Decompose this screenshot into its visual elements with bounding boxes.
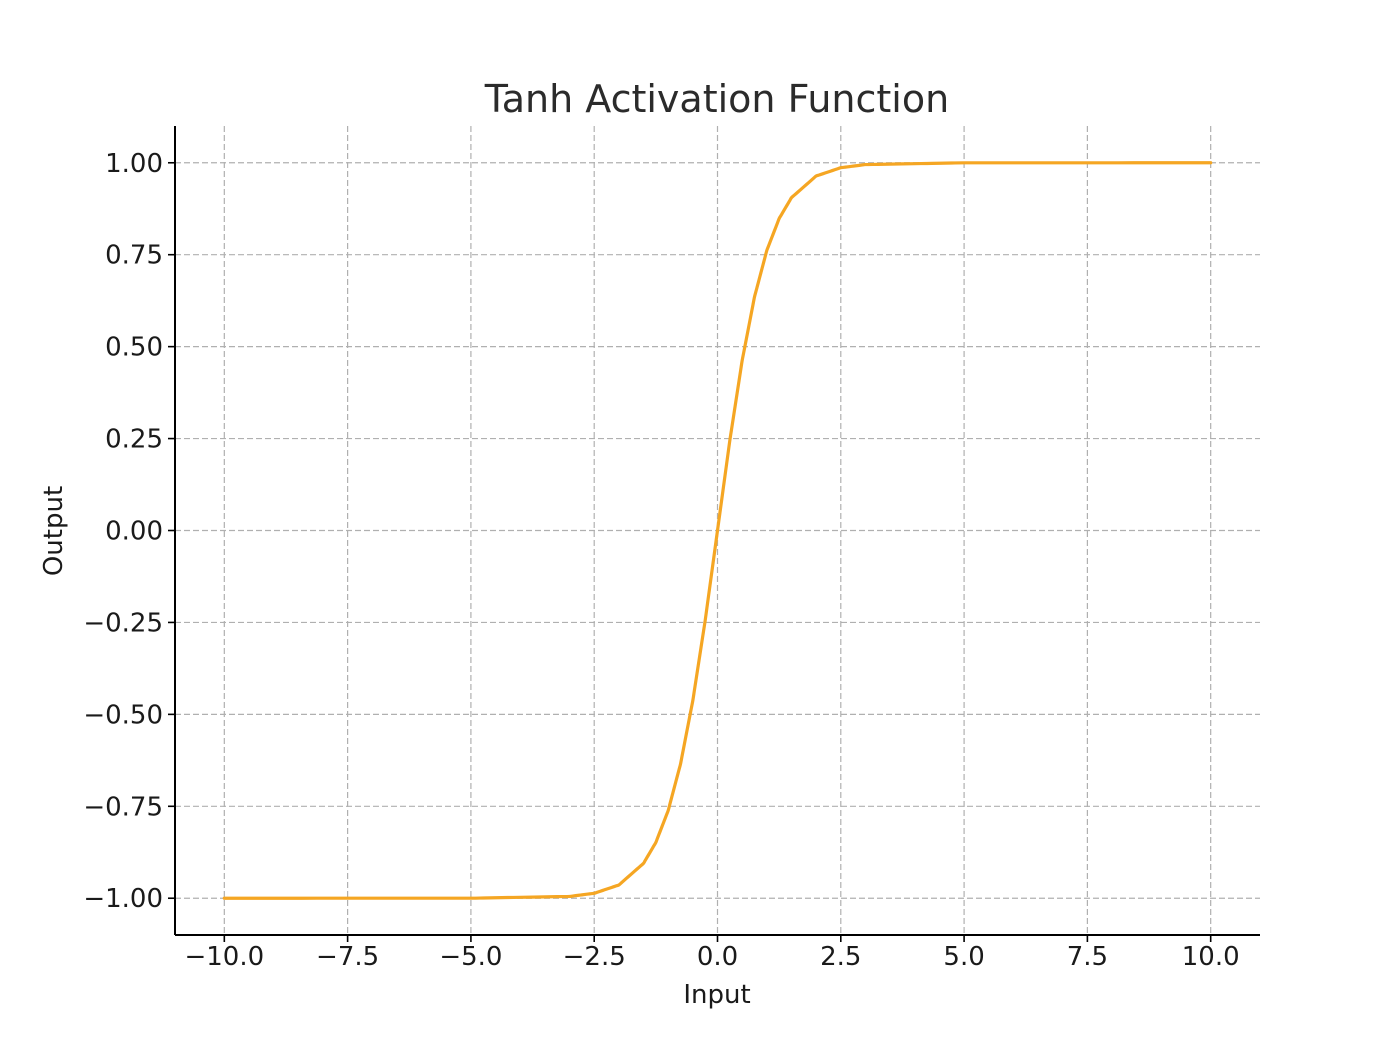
y-tick-label: 0.25 (105, 425, 163, 455)
x-tick-label: −5.0 (439, 942, 502, 972)
x-tick-label: −2.5 (563, 942, 626, 972)
series-group (222, 161, 1213, 900)
x-tick-label: 10.0 (1182, 942, 1240, 972)
y-tick-label: −0.50 (83, 700, 163, 730)
tanh-series-line (222, 161, 1213, 900)
y-tick-label: 0.00 (105, 517, 163, 547)
x-axis-label: Input (683, 980, 750, 1010)
x-tick-label: 2.5 (820, 942, 861, 972)
x-tick-label: −10.0 (184, 942, 264, 972)
x-tick-label: −7.5 (316, 942, 379, 972)
y-tick-label: 0.75 (105, 241, 163, 271)
y-tick-label: −0.25 (83, 608, 163, 638)
y-tick-label: 0.50 (105, 333, 163, 363)
y-tick-label: 1.00 (105, 149, 163, 179)
x-tick-label: 0.0 (697, 942, 738, 972)
chart-title: Tanh Activation Function (484, 77, 949, 121)
x-tick-label: 5.0 (943, 942, 984, 972)
y-tick-label: −1.00 (83, 884, 163, 914)
y-tick-label: −0.75 (83, 792, 163, 822)
ticks: −10.0 −7.5 −5.0 −2.5 0.0 2.5 5.0 7.5 10.0 1.00 0.7… (83, 149, 1239, 972)
x-tick-label: 7.5 (1067, 942, 1108, 972)
y-axis-label: Output (39, 486, 69, 576)
